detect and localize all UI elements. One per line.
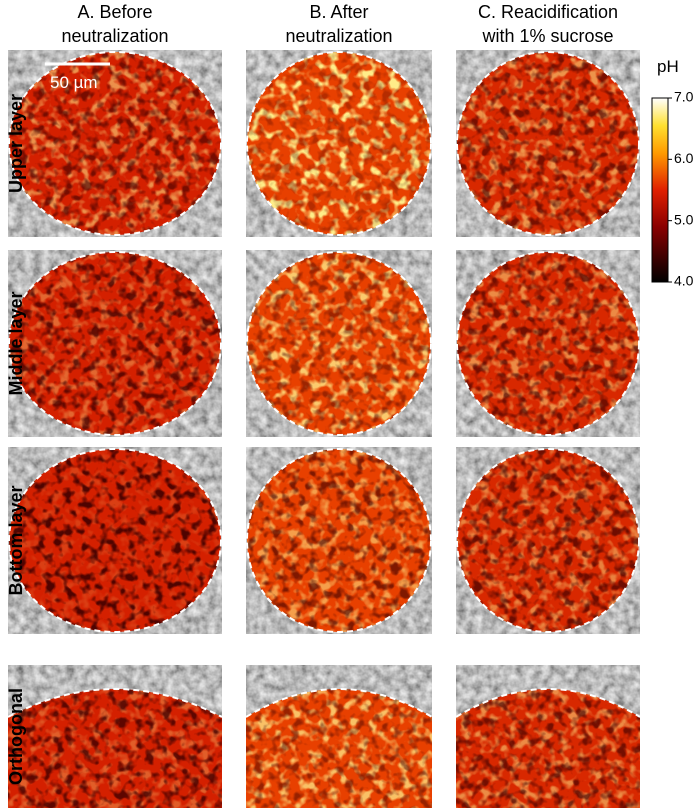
outline bbox=[456, 448, 640, 633]
image-panel bbox=[456, 447, 640, 634]
column-header: neutralization bbox=[61, 26, 168, 46]
row-label: Middle layer bbox=[6, 291, 26, 395]
image-panel bbox=[246, 250, 432, 437]
colorbar-title: pH bbox=[657, 57, 679, 76]
outline bbox=[246, 251, 432, 436]
heat-cold bbox=[457, 252, 639, 435]
image-panel bbox=[456, 50, 640, 237]
image-panel bbox=[245, 665, 433, 808]
heat-cold bbox=[456, 689, 640, 808]
heat bbox=[247, 449, 431, 632]
heat-cold bbox=[247, 449, 431, 632]
outline bbox=[456, 51, 640, 236]
heat-cold bbox=[8, 689, 222, 808]
heat bbox=[457, 252, 639, 435]
outline bbox=[8, 448, 222, 633]
heat bbox=[457, 449, 639, 632]
image-panel bbox=[456, 250, 640, 437]
heat-cold bbox=[457, 52, 639, 235]
colorbar bbox=[651, 97, 669, 283]
image-panel bbox=[246, 50, 432, 237]
outline bbox=[246, 51, 432, 236]
outline bbox=[245, 688, 433, 718]
colorbar-tick-label: 7.0 bbox=[674, 89, 694, 105]
panels bbox=[7, 50, 641, 808]
heat bbox=[9, 252, 221, 435]
outline bbox=[455, 688, 641, 718]
outline bbox=[7, 688, 223, 718]
image-panel bbox=[8, 447, 222, 634]
heat-cold bbox=[247, 52, 431, 235]
row-label: Bottom layer bbox=[6, 485, 26, 595]
outline bbox=[8, 251, 222, 436]
heat-cold bbox=[246, 689, 432, 808]
heat bbox=[457, 52, 639, 235]
column-header: B. After bbox=[309, 2, 368, 22]
colorbar-tick-label: 4.0 bbox=[674, 273, 694, 289]
image-panel bbox=[7, 665, 223, 808]
image-panel bbox=[455, 665, 641, 808]
column-header: A. Before bbox=[77, 2, 152, 22]
row-label: Upper layer bbox=[6, 94, 26, 193]
heat bbox=[8, 689, 222, 808]
column-header: C. Reacidification bbox=[478, 2, 618, 22]
heat bbox=[246, 689, 432, 808]
image-panel bbox=[8, 50, 222, 237]
column-header: neutralization bbox=[285, 26, 392, 46]
outline bbox=[8, 51, 222, 236]
heat-cold bbox=[9, 252, 221, 435]
heat bbox=[456, 689, 640, 808]
column-header: with 1% sucrose bbox=[481, 26, 613, 46]
heat bbox=[9, 52, 221, 235]
scale-bar-label: 50 µm bbox=[50, 73, 98, 92]
heat bbox=[247, 52, 431, 235]
colorbar-tick-label: 5.0 bbox=[674, 211, 694, 227]
heat-cold bbox=[9, 52, 221, 235]
heat-cold bbox=[247, 252, 431, 435]
row-label: Orthogonal bbox=[6, 688, 26, 785]
image-panel bbox=[8, 250, 222, 437]
colorbar-tick-label: 6.0 bbox=[674, 150, 694, 166]
labels: A. Before neutralization B. After neutraliz… bbox=[6, 2, 618, 785]
heat bbox=[9, 449, 221, 632]
outline bbox=[456, 251, 640, 436]
heat bbox=[247, 252, 431, 435]
heat-cold bbox=[457, 449, 639, 632]
image-panel bbox=[246, 447, 432, 634]
outline bbox=[246, 448, 432, 633]
heat-cold bbox=[9, 449, 221, 632]
